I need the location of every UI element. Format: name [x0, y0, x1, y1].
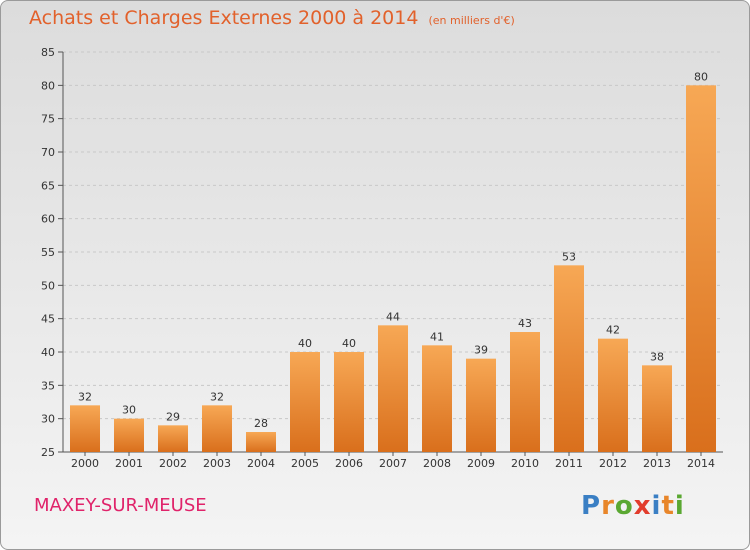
logo-letter: x: [633, 491, 652, 521]
x-tick-label: 2007: [379, 457, 407, 470]
logo-letter: r: [601, 491, 615, 521]
bar-value-label: 40: [298, 337, 312, 350]
x-tick-label: 2004: [247, 457, 275, 470]
x-tick-label: 2000: [71, 457, 99, 470]
x-tick-label: 2014: [687, 457, 715, 470]
x-tick-label: 2012: [599, 457, 627, 470]
bar[interactable]: [422, 345, 452, 452]
bar[interactable]: [290, 352, 320, 452]
title-unit: (en milliers d'€): [428, 14, 515, 27]
bar-value-label: 53: [562, 250, 576, 263]
y-tick-label: 85: [41, 46, 55, 59]
bar[interactable]: [114, 418, 144, 452]
y-tick-label: 45: [41, 313, 55, 326]
bar-value-label: 42: [606, 324, 620, 337]
x-tick-label: 2010: [511, 457, 539, 470]
bar-value-label: 39: [474, 344, 488, 357]
title-text: Achats et Charges Externes 2000 à 2014: [29, 7, 419, 29]
y-tick-label: 50: [41, 279, 55, 292]
bar-value-label: 43: [518, 317, 532, 330]
bar-value-label: 41: [430, 330, 444, 343]
bar[interactable]: [510, 332, 540, 452]
bar[interactable]: [70, 405, 100, 452]
x-tick-label: 2001: [115, 457, 143, 470]
bar[interactable]: [378, 325, 408, 452]
logo-letter: i: [674, 491, 685, 521]
y-tick-label: 60: [41, 213, 55, 226]
y-tick-label: 75: [41, 113, 55, 126]
logo-letter: o: [614, 491, 634, 521]
bar-value-label: 29: [166, 410, 180, 423]
bar-value-label: 32: [210, 390, 224, 403]
y-tick-label: 80: [41, 79, 55, 92]
x-tick-label: 2011: [555, 457, 583, 470]
y-tick-label: 35: [41, 379, 55, 392]
logo-letter: t: [661, 491, 675, 521]
x-tick-label: 2006: [335, 457, 363, 470]
logo-letter: i: [651, 491, 662, 521]
x-tick-label: 2008: [423, 457, 451, 470]
bar-value-label: 30: [122, 404, 136, 417]
bar[interactable]: [158, 425, 188, 452]
x-tick-label: 2013: [643, 457, 671, 470]
axis-layer: 25 30 35 40 45 50 55 60 65 70 75 80 85 2000 2001 2002 20…: [41, 46, 723, 470]
bar-value-label: 28: [254, 417, 268, 430]
bar[interactable]: [334, 352, 364, 452]
bar[interactable]: [554, 265, 584, 452]
chart-title: Achats et Charges Externes 2000 à 2014 (e…: [29, 7, 515, 29]
y-tick-label: 30: [41, 413, 55, 426]
y-tick-label: 40: [41, 346, 55, 359]
commune-name: MAXEY-SUR-MEUSE: [34, 495, 207, 516]
bar[interactable]: [246, 432, 276, 452]
bar-value-label: 40: [342, 337, 356, 350]
y-tick-label: 55: [41, 246, 55, 259]
x-tick-label: 2003: [203, 457, 231, 470]
x-tick-label: 2009: [467, 457, 495, 470]
bar-value-label: 80: [694, 70, 708, 83]
x-tick-label: 2005: [291, 457, 319, 470]
bar[interactable]: [642, 365, 672, 452]
logo-letter: P: [581, 491, 602, 521]
bar[interactable]: [466, 358, 496, 452]
bar[interactable]: [686, 85, 716, 452]
y-tick-label: 65: [41, 179, 55, 192]
y-tick-label: 25: [41, 446, 55, 459]
x-tick-label: 2002: [159, 457, 187, 470]
bar-layer: 32 30 29 32 28 40 40 44 41 39 43 53 42 38 80: [70, 70, 716, 452]
bar[interactable]: [202, 405, 232, 452]
bar-value-label: 44: [386, 310, 400, 323]
bar-value-label: 32: [78, 390, 92, 403]
bar-value-label: 38: [650, 350, 664, 363]
proxiti-logo[interactable]: Proxiti: [581, 491, 685, 521]
bar[interactable]: [598, 338, 628, 452]
y-tick-label: 70: [41, 146, 55, 159]
